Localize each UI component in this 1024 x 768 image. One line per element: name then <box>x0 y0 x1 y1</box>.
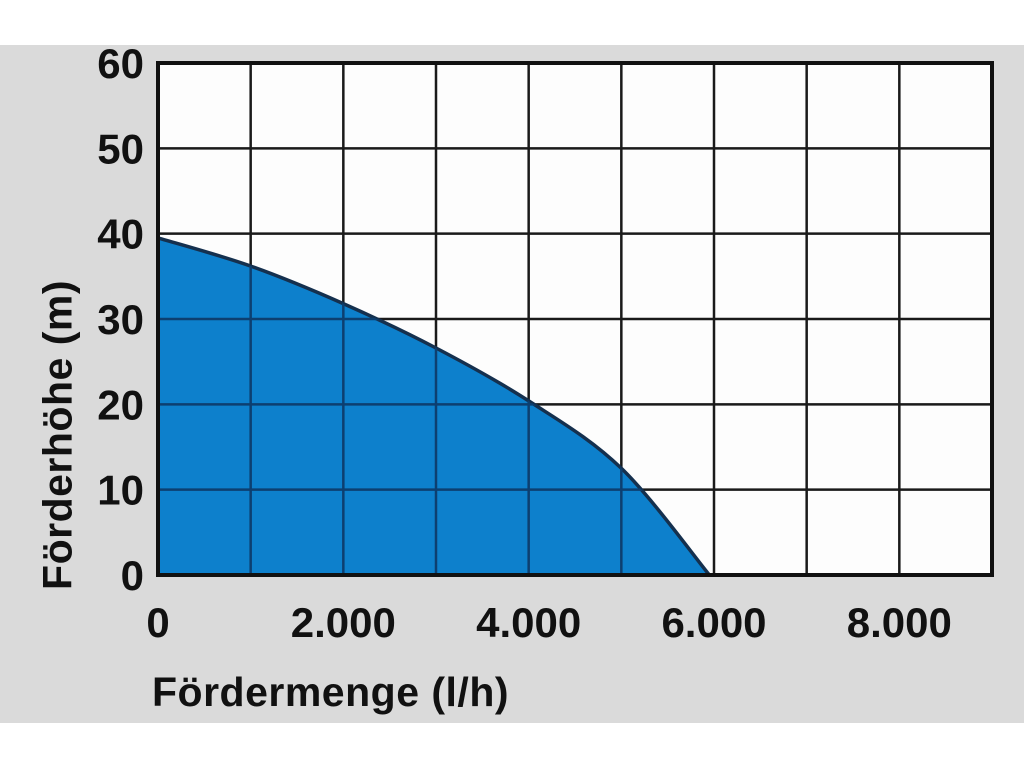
plot-border <box>156 61 994 577</box>
y-tick-label: 0 <box>121 552 144 599</box>
y-tick-label: 40 <box>97 211 144 258</box>
x-tick-label: 4.000 <box>476 599 581 646</box>
x-tick-label: 6.000 <box>661 599 766 646</box>
y-tick-label: 60 <box>97 40 144 87</box>
x-tick-label: 8.000 <box>847 599 952 646</box>
x-tick-label: 0 <box>146 599 169 646</box>
y-tick-label: 50 <box>97 125 144 172</box>
x-axis-title: Fördermenge (l/h) <box>152 669 510 715</box>
y-tick-label: 20 <box>97 381 144 428</box>
grid-lines <box>158 63 992 575</box>
y-axis-title: Förderhöhe (m) <box>34 280 81 590</box>
y-tick-label: 30 <box>97 296 144 343</box>
x-tick-label: 2.000 <box>291 599 396 646</box>
y-tick-label: 10 <box>97 467 144 514</box>
